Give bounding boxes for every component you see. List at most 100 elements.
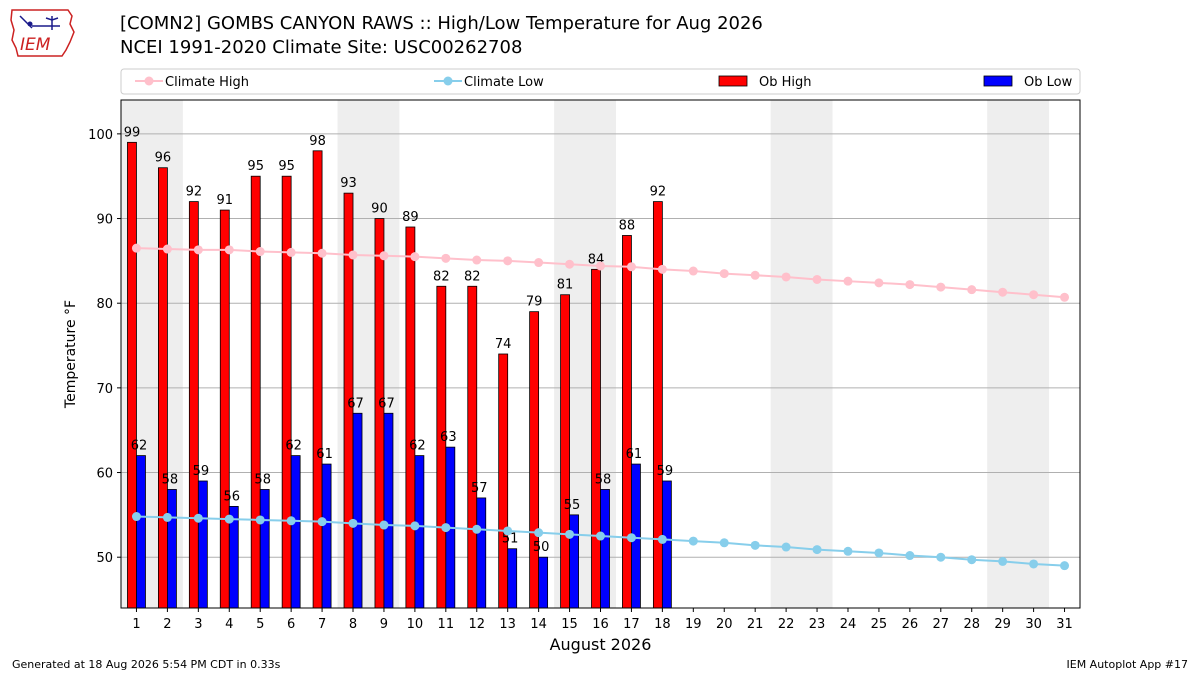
ob-high-label: 98	[309, 134, 326, 149]
ob-low-bar	[538, 556, 549, 609]
ob-high-label: 99	[124, 125, 141, 140]
ob-low-label: 61	[626, 447, 643, 462]
ob-high-label: 82	[464, 269, 481, 284]
climate-high-point	[565, 259, 575, 269]
climate-low-point	[286, 516, 296, 526]
ob-low-bar	[569, 514, 579, 609]
climate-high-point	[843, 276, 853, 286]
climate-high-point	[657, 264, 667, 274]
generated-timestamp: Generated at 18 Aug 2026 5:54 PM CDT in …	[12, 658, 281, 671]
x-tick-label: 18	[654, 617, 671, 632]
climate-low-point	[224, 514, 234, 524]
ob-low-bar	[383, 412, 394, 609]
legend-climate-high-label: Climate High	[165, 75, 249, 90]
climate-low-point	[874, 548, 884, 558]
climate-high-point	[131, 243, 141, 253]
y-tick-label: 80	[96, 297, 113, 312]
ob-high-label: 92	[186, 185, 203, 200]
climate-low-point	[967, 555, 977, 565]
climate-low-point	[843, 546, 853, 556]
ob-high-label: 88	[619, 218, 636, 233]
x-tick-label: 4	[225, 617, 233, 632]
climate-low-point	[255, 515, 265, 525]
ob-low-bar	[321, 463, 332, 609]
ob-high-label: 81	[557, 278, 574, 293]
y-tick-label: 90	[96, 213, 113, 228]
climate-low-point	[719, 538, 729, 548]
x-tick-label: 31	[1056, 617, 1073, 632]
ob-high-bar	[436, 285, 447, 609]
ob-low-label: 61	[316, 447, 333, 462]
legend-ob-low-label: Ob Low	[1024, 75, 1073, 90]
climate-low-point	[750, 540, 760, 550]
climate-low-point	[657, 534, 667, 544]
legend-ob-low-swatch	[983, 75, 1013, 87]
logo-text: IEM	[20, 35, 51, 55]
ob-low-label: 55	[564, 498, 581, 513]
climate-low-point	[688, 536, 698, 546]
climate-low-point	[410, 521, 420, 531]
title-line-1: [COMN2] GOMBS CANYON RAWS :: High/Low Te…	[120, 13, 763, 34]
y-tick-label: 60	[96, 467, 113, 482]
y-tick-label: 50	[96, 551, 113, 566]
x-tick-label: 19	[685, 617, 702, 632]
ob-low-label: 62	[409, 439, 426, 454]
climate-high-point	[874, 278, 884, 288]
climate-low-point	[348, 518, 358, 528]
ob-low-bar	[259, 489, 270, 609]
climate-low-point	[317, 517, 327, 527]
weekend-band	[770, 100, 833, 608]
ob-low-label: 67	[347, 396, 364, 411]
climate-high-point	[936, 282, 946, 292]
ob-low-bar	[167, 489, 177, 609]
x-tick-label: 17	[623, 617, 640, 632]
climate-high-point	[905, 280, 915, 290]
ob-high-label: 89	[402, 210, 419, 225]
chart-title: [COMN2] GOMBS CANYON RAWS :: High/Low Te…	[120, 12, 763, 60]
climate-high-point	[472, 255, 482, 265]
climate-high-point	[286, 247, 296, 257]
ob-high-bar	[374, 218, 385, 609]
ob-high-bar	[158, 167, 168, 609]
x-tick-label: 2	[163, 617, 171, 632]
climate-high-point	[534, 258, 544, 268]
ob-low-label: 62	[131, 439, 148, 454]
x-tick-label: 13	[499, 617, 516, 632]
ob-low-label: 67	[378, 396, 395, 411]
x-tick-label: 23	[809, 617, 826, 632]
climate-high-point	[1060, 292, 1070, 302]
climate-low-point	[596, 531, 605, 541]
ob-low-label: 62	[285, 439, 302, 454]
ob-low-bar	[414, 455, 425, 609]
ob-low-bar	[136, 455, 146, 609]
title-line-2: NCEI 1991-2020 Climate Site: USC00262708	[120, 37, 523, 58]
ob-high-bar	[127, 141, 137, 609]
climate-low-point	[534, 528, 544, 538]
legend-climate-high-marker	[144, 76, 154, 86]
iem-logo: IEM	[8, 6, 78, 58]
ob-low-bar	[661, 480, 672, 609]
climate-high-point	[224, 245, 234, 255]
ob-high-label: 93	[340, 176, 357, 191]
climate-high-point	[193, 245, 203, 255]
x-tick-label: 8	[349, 617, 357, 632]
ob-low-bar	[290, 455, 301, 609]
climate-high-point	[379, 251, 389, 261]
climate-high-point	[348, 250, 358, 260]
x-tick-label: 28	[963, 617, 980, 632]
ob-high-bar	[591, 268, 601, 609]
ob-low-label: 58	[595, 472, 612, 487]
ob-high-label: 95	[278, 159, 295, 174]
x-tick-label: 10	[407, 617, 424, 632]
x-tick-label: 7	[318, 617, 326, 632]
ob-high-bar	[405, 226, 416, 609]
x-tick-label: 30	[1025, 617, 1042, 632]
climate-high-point	[750, 270, 760, 280]
ob-high-bar	[529, 311, 540, 609]
ob-high-label: 96	[155, 151, 172, 166]
ob-high-label: 90	[371, 202, 388, 217]
x-tick-label: 5	[256, 617, 264, 632]
climate-low-point	[162, 512, 172, 522]
x-tick-label: 1	[132, 617, 140, 632]
ob-high-bar	[652, 201, 663, 609]
